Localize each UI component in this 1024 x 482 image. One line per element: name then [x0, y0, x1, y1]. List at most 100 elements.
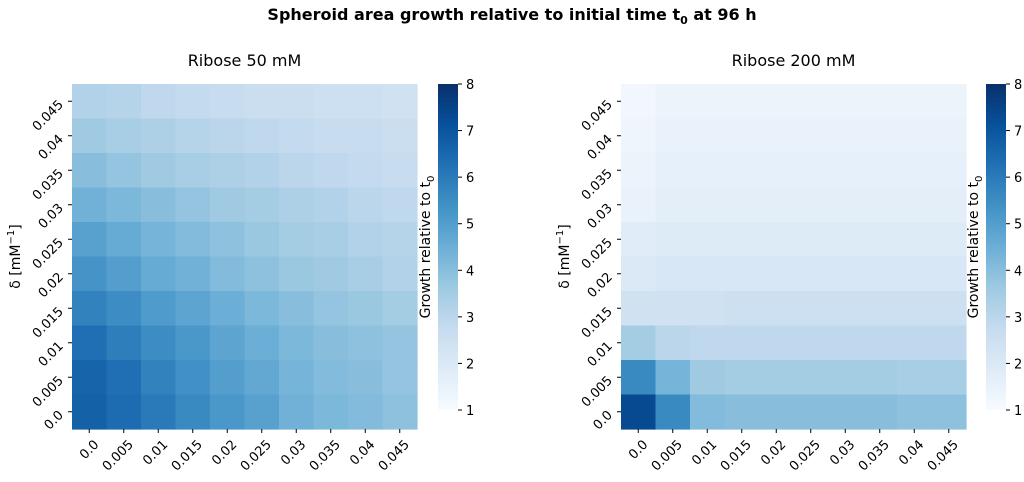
heatmap-cell [106, 187, 142, 223]
heatmap-cell [244, 394, 280, 430]
heatmap-cell [759, 222, 795, 258]
heatmap-cell [621, 394, 657, 430]
heatmap-cell [793, 222, 829, 258]
x-tick-label: 0.005 [100, 437, 137, 474]
heatmap-panel-ribose-200: Ribose 200 mM0.00.005 0.010.015 0.020.025 0… [555, 51, 1022, 482]
heatmap-cell [313, 84, 349, 120]
colorbar-tick-label: 1 [466, 404, 474, 419]
heatmap-cell [759, 153, 795, 189]
heatmap-cell [793, 360, 829, 396]
heatmap-cell [244, 187, 280, 223]
heatmap-cell [621, 325, 657, 361]
heatmap-cell [793, 84, 829, 120]
heatmap-cell [279, 84, 315, 120]
heatmap-cell [279, 394, 315, 430]
x-tick-label: 0.0 [77, 437, 102, 462]
heatmap-cell [862, 256, 898, 292]
heatmap-cell [141, 84, 177, 120]
heatmap-cell [690, 222, 726, 258]
heatmap-cell [862, 291, 898, 327]
heatmap-cell [759, 256, 795, 292]
heatmap-cell [279, 153, 315, 189]
heatmap-cell [828, 84, 864, 120]
colorbar [438, 84, 458, 410]
heatmap-cell [106, 222, 142, 258]
heatmap-cell [862, 84, 898, 120]
heatmap-cell [313, 394, 349, 430]
colorbar-tick-label: 7 [1014, 125, 1022, 140]
heatmap-cell [655, 118, 691, 154]
figure-title-subscript: 0 [680, 14, 688, 27]
y-tick-label: 0.01 [36, 339, 67, 370]
heatmap-cell [279, 256, 315, 292]
heatmap-cell [793, 153, 829, 189]
heatmap-cell [382, 222, 418, 258]
heatmap-cell [72, 153, 108, 189]
heatmap-cell [210, 394, 246, 430]
heatmap-cell [244, 360, 280, 396]
heatmap-cell [279, 360, 315, 396]
colorbar-label: Growth relative to t0 [418, 176, 437, 319]
heatmap-cell [862, 153, 898, 189]
heatmap-cell [106, 153, 142, 189]
heatmap-cell [106, 394, 142, 430]
heatmap-cell [897, 256, 933, 292]
x-tick-label: 0.03 [827, 437, 858, 468]
x-tick-label: 0.005 [649, 437, 686, 474]
x-tick-label: 0.04 [896, 437, 927, 468]
heatmap-cell [828, 118, 864, 154]
heatmap-cell [759, 360, 795, 396]
heatmap-cell [279, 118, 315, 154]
y-axis-label: δ [mM−1] [6, 224, 24, 288]
heatmap-cell [72, 84, 108, 120]
heatmap-cell [828, 222, 864, 258]
heatmap-cell [897, 394, 933, 430]
heatmap-cell [897, 222, 933, 258]
heatmap-cell [655, 187, 691, 223]
heatmap-cell [382, 325, 418, 361]
heatmap-cell [348, 256, 384, 292]
heatmap-cell [655, 84, 691, 120]
heatmap-cell [655, 291, 691, 327]
x-tick-label: 0.025 [238, 437, 275, 474]
heatmap-cell [382, 153, 418, 189]
y-tick-label: 0.045 [579, 97, 616, 134]
heatmap-cell [690, 360, 726, 396]
heatmap-cell [690, 325, 726, 361]
heatmap-cell [175, 360, 211, 396]
heatmap-cell [382, 256, 418, 292]
heatmap-cell [931, 187, 967, 223]
panel-title: Ribose 200 mM [732, 51, 856, 70]
heatmap-cell [690, 291, 726, 327]
heatmap-cell [210, 222, 246, 258]
heatmap-cell [210, 153, 246, 189]
heatmap-cell [931, 118, 967, 154]
heatmap-cell [313, 118, 349, 154]
heatmap-cell [210, 256, 246, 292]
x-tick-label: 0.0 [626, 437, 651, 462]
heatmap-cell [348, 84, 384, 120]
heatmap-cell [690, 118, 726, 154]
heatmap-cell [897, 118, 933, 154]
heatmap-cell [279, 291, 315, 327]
heatmap-panel-ribose-50: Ribose 50 mM0.00.005 0.010.015 0.020.025 0.… [6, 51, 474, 482]
heatmap-cell [141, 222, 177, 258]
heatmap-cell [828, 187, 864, 223]
heatmap-cell [759, 187, 795, 223]
heatmap-cell [382, 360, 418, 396]
heatmap-cell [313, 256, 349, 292]
heatmap-cell [828, 256, 864, 292]
heatmap-cell [931, 291, 967, 327]
heatmap-cell [759, 291, 795, 327]
x-tick-label: 0.03 [278, 437, 309, 468]
heatmap-cell [348, 291, 384, 327]
heatmap-cell [141, 187, 177, 223]
colorbar-tick-label: 4 [1014, 264, 1022, 279]
heatmap-cell [690, 187, 726, 223]
heatmap-cell [175, 394, 211, 430]
heatmap-cell [106, 360, 142, 396]
heatmap-cell [244, 153, 280, 189]
heatmap-cell [348, 222, 384, 258]
y-tick-label: 0.025 [579, 235, 616, 272]
x-tick-label: 0.02 [758, 437, 789, 468]
